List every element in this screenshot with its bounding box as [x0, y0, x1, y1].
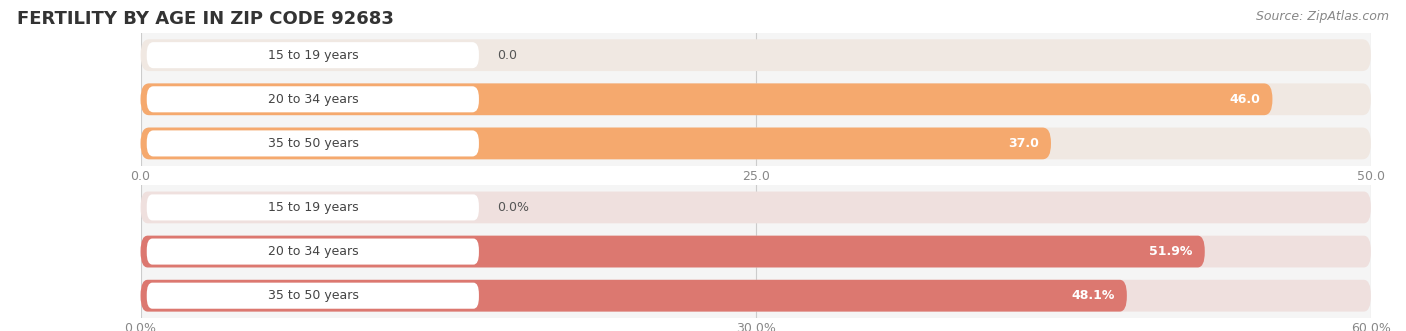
FancyBboxPatch shape: [141, 280, 1371, 311]
Text: 35 to 50 years: 35 to 50 years: [269, 137, 359, 150]
Text: 0.0%: 0.0%: [498, 201, 530, 214]
FancyBboxPatch shape: [141, 280, 1126, 311]
FancyBboxPatch shape: [141, 127, 1050, 159]
Text: 37.0: 37.0: [1008, 137, 1039, 150]
Text: 20 to 34 years: 20 to 34 years: [269, 93, 359, 106]
Text: 20 to 34 years: 20 to 34 years: [269, 245, 359, 258]
Text: 15 to 19 years: 15 to 19 years: [269, 201, 359, 214]
FancyBboxPatch shape: [141, 83, 1371, 115]
FancyBboxPatch shape: [146, 239, 479, 264]
Text: 48.1%: 48.1%: [1071, 289, 1115, 302]
FancyBboxPatch shape: [141, 236, 1205, 267]
Text: 51.9%: 51.9%: [1149, 245, 1192, 258]
FancyBboxPatch shape: [146, 42, 479, 68]
FancyBboxPatch shape: [141, 236, 1371, 267]
Text: 35 to 50 years: 35 to 50 years: [269, 289, 359, 302]
Text: Source: ZipAtlas.com: Source: ZipAtlas.com: [1256, 10, 1389, 23]
FancyBboxPatch shape: [141, 83, 1272, 115]
Text: 15 to 19 years: 15 to 19 years: [269, 49, 359, 62]
FancyBboxPatch shape: [146, 130, 479, 157]
FancyBboxPatch shape: [146, 86, 479, 112]
Text: 0.0: 0.0: [498, 49, 517, 62]
Text: FERTILITY BY AGE IN ZIP CODE 92683: FERTILITY BY AGE IN ZIP CODE 92683: [17, 10, 394, 28]
FancyBboxPatch shape: [141, 192, 1371, 223]
FancyBboxPatch shape: [146, 194, 479, 220]
FancyBboxPatch shape: [141, 39, 1371, 71]
Text: 46.0: 46.0: [1229, 93, 1260, 106]
FancyBboxPatch shape: [146, 283, 479, 309]
FancyBboxPatch shape: [141, 127, 1371, 159]
